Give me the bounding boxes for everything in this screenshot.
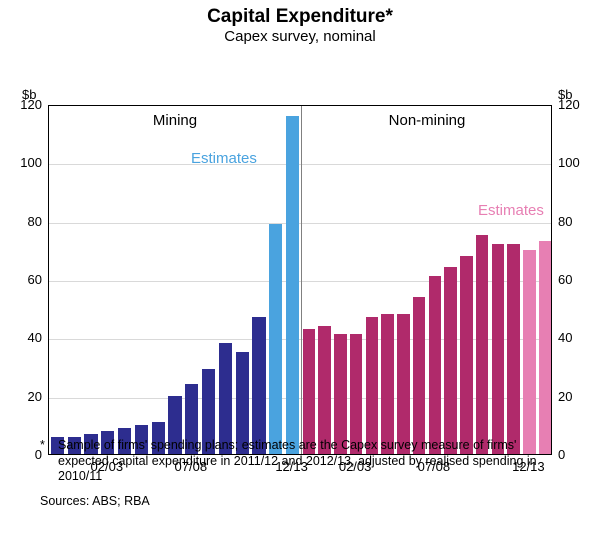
ytick-right: 120	[558, 97, 580, 112]
footnote-marker: *	[40, 438, 58, 454]
ytick-right: 60	[558, 272, 572, 287]
bar	[429, 276, 441, 454]
ytick-right: 100	[558, 155, 580, 170]
footnote-text: Sample of firms' spending plans; estimat…	[58, 438, 568, 485]
bar	[539, 241, 551, 454]
chart-area: $b$bMiningNon-miningEstimatesEstimates00…	[0, 105, 600, 495]
ytick-left: 100	[0, 155, 42, 170]
footnote: *Sample of firms' spending plans; estima…	[40, 438, 580, 485]
estimates-label: Estimates	[478, 202, 544, 219]
panel-label: Non-mining	[367, 112, 487, 129]
bar	[252, 317, 265, 454]
bar	[476, 235, 488, 454]
estimates-label: Estimates	[191, 150, 257, 167]
gridline	[49, 223, 551, 224]
ytick-right: 20	[558, 389, 572, 404]
bar	[318, 326, 330, 454]
plot-area: Mining Non-mining Estimates Estimates	[48, 105, 552, 455]
chart-title: Capital Expenditure*	[0, 0, 600, 28]
bar	[460, 256, 472, 454]
ytick-left: 80	[0, 214, 42, 229]
panel-label: Mining	[115, 112, 235, 129]
bar	[269, 224, 282, 454]
gridline	[49, 164, 551, 165]
sources: Sources: ABS; RBA	[40, 494, 150, 508]
bar	[413, 297, 425, 455]
ytick-left: 60	[0, 272, 42, 287]
bar	[381, 314, 393, 454]
bar	[444, 267, 456, 454]
ytick-left: 40	[0, 330, 42, 345]
ytick-right: 40	[558, 330, 572, 345]
ytick-right: 80	[558, 214, 572, 229]
ytick-left: 0	[0, 447, 42, 462]
bar	[366, 317, 378, 454]
bar	[523, 250, 535, 454]
chart-subtitle: Capex survey, nominal	[0, 28, 600, 45]
chart-container: Capital Expenditure* Capex survey, nomin…	[0, 0, 600, 546]
bar	[350, 334, 362, 454]
ytick-left: 20	[0, 389, 42, 404]
bar	[492, 244, 504, 454]
bar	[286, 116, 299, 454]
bar	[303, 329, 315, 454]
bar	[507, 244, 519, 454]
bar	[334, 334, 346, 454]
bar	[397, 314, 409, 454]
ytick-left: 120	[0, 97, 42, 112]
